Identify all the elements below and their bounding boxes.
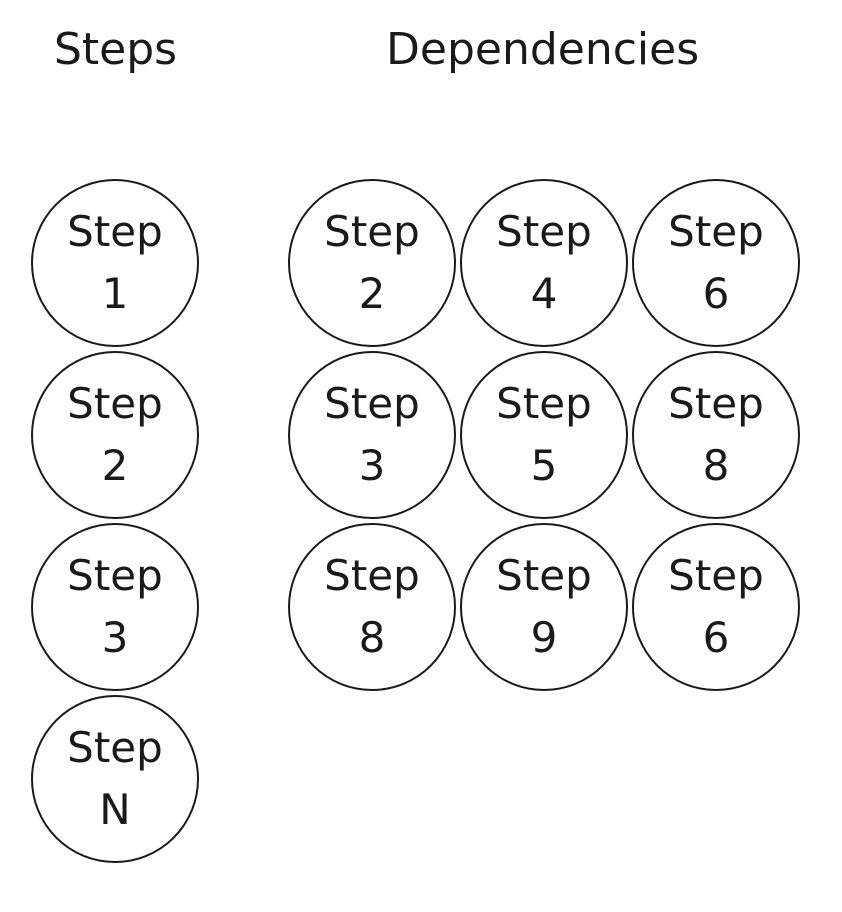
dependency-node-word: Step xyxy=(496,207,592,256)
dependency-node-word: Step xyxy=(324,379,420,428)
dependency-node-word: Step xyxy=(668,207,764,256)
dependency-node-word: Step xyxy=(668,551,764,600)
dependency-node-number: 6 xyxy=(702,613,730,662)
dependency-node-number: 4 xyxy=(530,269,558,318)
dependency-node-number: 9 xyxy=(530,613,558,662)
step-node: Step 3 xyxy=(31,523,199,691)
dependency-node-word: Step xyxy=(496,379,592,428)
dependency-node: Step 6 xyxy=(632,179,800,347)
dependency-node: Step 9 xyxy=(460,523,628,691)
dependency-node-number: 3 xyxy=(358,441,386,490)
steps-heading: Steps xyxy=(54,24,178,75)
dependency-node-word: Step xyxy=(324,551,420,600)
dependency-node-word: Step xyxy=(324,207,420,256)
dependency-node-number: 5 xyxy=(530,441,558,490)
dependency-node-number: 2 xyxy=(358,269,386,318)
dependency-node: Step 8 xyxy=(632,351,800,519)
dependency-node-word: Step xyxy=(668,379,764,428)
step-node-word: Step xyxy=(67,379,163,428)
dependency-node-word: Step xyxy=(496,551,592,600)
dependency-node: Step 2 xyxy=(288,179,456,347)
step-node-number: N xyxy=(99,785,131,834)
step-node: Step 2 xyxy=(31,351,199,519)
step-node-word: Step xyxy=(67,723,163,772)
step-node-word: Step xyxy=(67,207,163,256)
dependencies-heading: Dependencies xyxy=(386,24,700,75)
dependency-node: Step 5 xyxy=(460,351,628,519)
dependency-node: Step 6 xyxy=(632,523,800,691)
dependency-node: Step 3 xyxy=(288,351,456,519)
dependency-node-number: 6 xyxy=(702,269,730,318)
step-node: Step N xyxy=(31,695,199,863)
dependency-node: Step 8 xyxy=(288,523,456,691)
dependency-node-number: 8 xyxy=(358,613,386,662)
step-node-number: 1 xyxy=(101,269,129,318)
step-node: Step 1 xyxy=(31,179,199,347)
step-node-number: 3 xyxy=(101,613,129,662)
dependency-node: Step 4 xyxy=(460,179,628,347)
step-node-number: 2 xyxy=(101,441,129,490)
step-node-word: Step xyxy=(67,551,163,600)
dependency-node-number: 8 xyxy=(702,441,730,490)
